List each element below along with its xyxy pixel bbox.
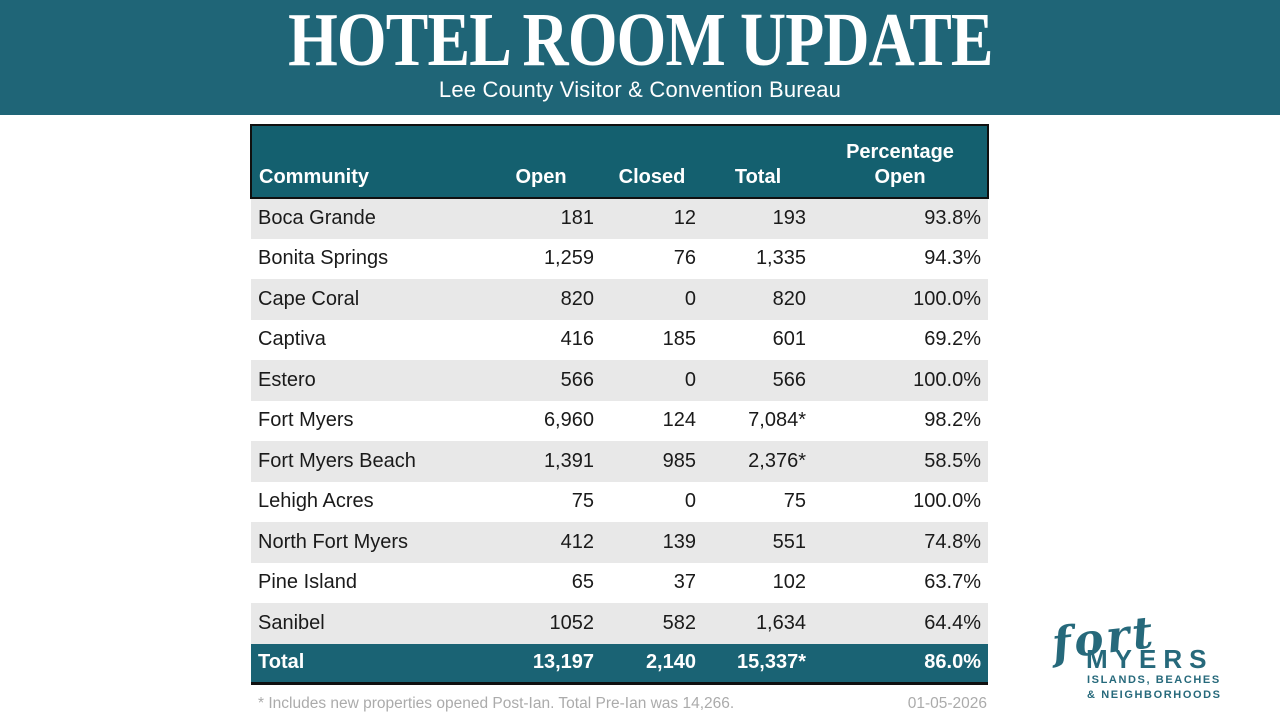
total-cell: 1,335 [755,247,806,270]
closed-cell: 37 [673,571,696,594]
table-row: Boca Grande 181 12 193 93.8% [251,198,988,239]
open-cell: 566 [560,368,594,391]
open-cell: 1052 [549,611,595,634]
column-header-community: Community [250,124,481,199]
open-cell: 820 [560,287,594,310]
total-cell: 102 [772,571,806,594]
total-cell: 1,634 [755,611,806,634]
community-cell: Captiva [258,328,326,351]
pct-cell: 100.0% [913,287,981,310]
pct-cell: 58.5% [924,449,981,472]
column-header-open: Open [481,124,601,199]
community-cell: Cape Coral [258,287,360,310]
open-cell: 412 [560,530,594,553]
table-row: Lehigh Acres 75 0 75 100.0% [251,481,988,522]
logo-script-fort: fort [1049,607,1159,671]
logo-subline-1: ISLANDS, BEACHES [1087,674,1221,687]
pct-cell: 100.0% [913,368,981,391]
open-cell: 416 [560,328,594,351]
community-cell: Boca Grande [258,207,376,230]
table-row: Fort Myers Beach 1,391 985 2,376* 58.5% [251,441,988,482]
table-row: Sanibel 1052 582 1,634 64.4% [251,603,988,644]
fort-myers-logo: fort MYERS ISLANDS, BEACHES & NEIGHBORHO… [1049,607,1240,702]
column-header-total: Total [703,124,813,199]
hotel-rooms-table-container: Community Open Closed Total Percentage O… [250,124,989,685]
total-label-cell: Total [251,643,481,685]
table-row: North Fort Myers 412 139 551 74.8% [251,522,988,563]
table-row: Pine Island 65 37 102 63.7% [251,562,988,603]
total-cell: 75 [783,490,806,513]
table-row: Fort Myers 6,960 124 7,084* 98.2% [251,400,988,441]
closed-cell: 139 [662,530,696,553]
closed-cell: 124 [662,409,696,432]
closed-cell: 0 [684,287,696,310]
table-total-row: Total 13,197 2,140 15,337* 86.0% [251,643,988,685]
closed-cell: 0 [684,368,696,391]
pct-cell: 98.2% [924,409,981,432]
community-cell: Sanibel [258,611,325,634]
open-cell: 1,259 [543,247,594,270]
column-header-closed: Closed [601,124,703,199]
community-cell: Pine Island [258,571,357,594]
closed-cell: 12 [673,207,696,230]
pct-cell: 64.4% [924,611,981,634]
total-cell: 193 [772,207,806,230]
total-cell: 820 [772,287,806,310]
table-row: Captiva 416 185 601 69.2% [251,319,988,360]
total-cell: 601 [772,328,806,351]
closed-cell: 985 [662,449,696,472]
open-cell: 181 [560,207,594,230]
header-band: HOTEL ROOM UPDATE Lee County Visitor & C… [0,0,1280,115]
pct-cell: 69.2% [924,328,981,351]
slide-date: 01-05-2026 [907,695,987,712]
open-cell: 75 [571,490,594,513]
community-cell: Lehigh Acres [258,490,374,513]
total-pct-cell: 86.0% [813,643,988,685]
pct-cell: 93.8% [924,207,981,230]
total-open-cell: 13,197 [481,643,601,685]
total-cell: 551 [772,530,806,553]
column-header-percentage-open: Percentage Open [813,124,989,199]
slide-subtitle: Lee County Visitor & Convention Bureau [438,77,842,102]
community-cell: Estero [258,368,316,391]
table-row: Estero 566 0 566 100.0% [251,360,988,401]
community-cell: Bonita Springs [258,247,389,270]
footer-line: * Includes new properties opened Post-Ia… [250,695,987,713]
closed-cell: 0 [684,490,696,513]
total-cell: 2,376* [748,449,806,472]
logo-name-myers: MYERS [1086,643,1214,674]
closed-cell: 76 [673,247,696,270]
open-cell: 6,960 [543,409,594,432]
footnote: * Includes new properties opened Post-Ia… [258,695,735,712]
table-row: Bonita Springs 1,259 76 1,335 94.3% [251,238,988,279]
total-cell: 7,084* [748,409,806,432]
total-cell: 566 [772,368,806,391]
hotel-rooms-table: Community Open Closed Total Percentage O… [250,124,989,685]
community-cell: Fort Myers Beach [258,449,416,472]
community-cell: Fort Myers [258,409,354,432]
table-header-row: Community Open Closed Total Percentage O… [250,124,989,199]
table-row: Cape Coral 820 0 820 100.0% [251,279,988,320]
pct-cell: 94.3% [924,247,981,270]
open-cell: 65 [571,571,594,594]
total-total-cell: 15,337* [703,643,813,685]
open-cell: 1,391 [543,449,594,472]
slide-title: HOTEL ROOM UPDATE [287,0,993,82]
community-cell: North Fort Myers [258,530,409,553]
closed-cell: 582 [662,611,696,634]
closed-cell: 185 [662,328,696,351]
pct-cell: 74.8% [924,530,981,553]
pct-cell: 63.7% [924,571,981,594]
total-closed-cell: 2,140 [601,643,703,685]
logo-subline-2: & NEIGHBORHOODS [1087,688,1222,701]
pct-cell: 100.0% [913,490,981,513]
